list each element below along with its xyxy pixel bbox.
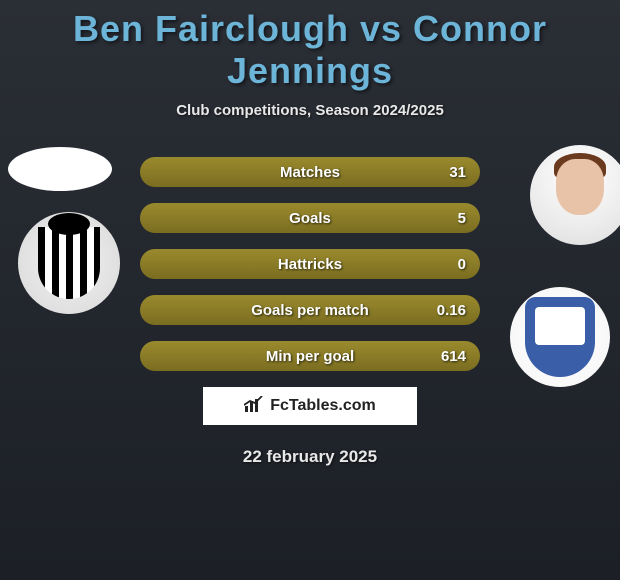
stat-value: 614 xyxy=(441,348,466,365)
player-left-avatar xyxy=(8,147,112,191)
stat-value: 5 xyxy=(458,210,466,227)
stats-bars: Matches 31 Goals 5 Hattricks 0 Goals per… xyxy=(140,157,480,371)
stat-bar: Min per goal 614 xyxy=(140,341,480,371)
player-left-club-badge xyxy=(18,212,120,314)
stat-bar: Hattricks 0 xyxy=(140,249,480,279)
comparison-content: Matches 31 Goals 5 Hattricks 0 Goals per… xyxy=(0,157,620,467)
notts-county-crest-icon xyxy=(38,227,100,299)
player-right-avatar xyxy=(530,145,620,245)
stat-label: Matches xyxy=(140,164,480,181)
stat-value: 0 xyxy=(458,256,466,273)
tranmere-rovers-crest-icon xyxy=(525,297,595,377)
player-right-club-badge xyxy=(510,287,610,387)
stat-bar: Goals 5 xyxy=(140,203,480,233)
stat-label: Goals per match xyxy=(140,302,480,319)
brand-watermark: FcTables.com xyxy=(203,387,417,425)
stat-label: Min per goal xyxy=(140,348,480,365)
chart-icon xyxy=(244,396,264,417)
subtitle: Club competitions, Season 2024/2025 xyxy=(0,102,620,119)
avatar-face-icon xyxy=(556,159,604,215)
brand-text: FcTables.com xyxy=(270,397,376,415)
page-title: Ben Fairclough vs Connor Jennings xyxy=(0,0,620,92)
stat-value: 31 xyxy=(449,164,466,181)
stat-label: Goals xyxy=(140,210,480,227)
stat-label: Hattricks xyxy=(140,256,480,273)
stat-bar: Matches 31 xyxy=(140,157,480,187)
date-text: 22 february 2025 xyxy=(0,447,620,467)
stat-bar: Goals per match 0.16 xyxy=(140,295,480,325)
stat-value: 0.16 xyxy=(437,302,466,319)
